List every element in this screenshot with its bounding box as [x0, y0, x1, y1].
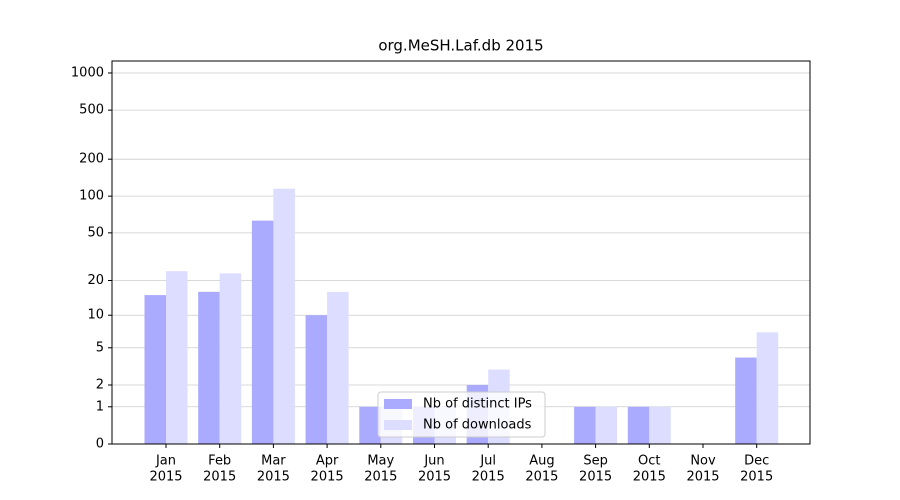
y-tick-label: 1 — [96, 399, 104, 414]
y-tick-label: 5 — [96, 340, 104, 355]
y-tick-label: 100 — [79, 189, 104, 204]
bar — [735, 357, 757, 444]
x-tick-label: Mar — [261, 454, 286, 469]
x-tick-label: 2015 — [418, 470, 451, 485]
x-tick-label: 2015 — [149, 470, 182, 485]
x-tick-label: 2015 — [686, 470, 719, 485]
x-tick-label: Nov — [690, 454, 716, 469]
y-tick-label: 2 — [96, 378, 104, 393]
legend-swatch — [384, 420, 412, 430]
bar — [251, 220, 274, 444]
x-tick-label: 2015 — [525, 470, 558, 485]
x-tick-label: 2015 — [633, 470, 666, 485]
x-tick-label: Jan — [155, 454, 176, 469]
bar — [627, 406, 650, 444]
y-tick-label: 0 — [96, 437, 104, 452]
x-tick-label: Feb — [208, 454, 231, 469]
y-tick-label: 10 — [87, 308, 104, 323]
chart-title: org.MeSH.Laf.db 2015 — [378, 37, 543, 55]
bar — [198, 291, 220, 444]
x-tick-label: Oct — [638, 454, 660, 469]
plot-frame — [111, 60, 811, 445]
bar — [166, 271, 188, 444]
bar — [273, 188, 295, 444]
x-tick-label: 2015 — [257, 470, 290, 485]
y-tick-label: 50 — [87, 225, 104, 240]
bar — [144, 295, 166, 444]
x-tick-label: 2015 — [311, 470, 344, 485]
x-tick-label: 2015 — [203, 470, 236, 485]
y-tick-label: 1000 — [71, 65, 104, 80]
legend-label: Nb of distinct IPs — [423, 397, 532, 412]
bar — [756, 332, 779, 444]
legend-swatch — [384, 399, 412, 409]
x-tick-label: Jul — [479, 454, 496, 469]
x-tick-label: Dec — [744, 454, 769, 469]
legend-box — [377, 391, 546, 438]
x-tick-label: 2015 — [579, 470, 612, 485]
y-tick-label: 500 — [79, 103, 104, 118]
bar — [595, 406, 618, 444]
x-tick-label: Apr — [316, 454, 339, 469]
bar — [359, 406, 381, 444]
bar — [574, 406, 596, 444]
x-tick-label: 2015 — [472, 470, 505, 485]
bar — [327, 291, 349, 444]
legend-label: Nb of downloads — [423, 418, 532, 433]
bar — [305, 315, 328, 444]
x-tick-label: Aug — [529, 454, 554, 469]
y-tick-label: 200 — [79, 152, 104, 167]
y-tick-label: 20 — [87, 273, 104, 288]
x-tick-label: May — [367, 454, 394, 469]
x-tick-label: 2015 — [740, 470, 773, 485]
x-tick-label: 2015 — [364, 470, 397, 485]
bar — [219, 273, 242, 444]
x-tick-label: Jun — [423, 454, 444, 469]
x-tick-label: Sep — [583, 454, 608, 469]
bar — [649, 406, 671, 444]
